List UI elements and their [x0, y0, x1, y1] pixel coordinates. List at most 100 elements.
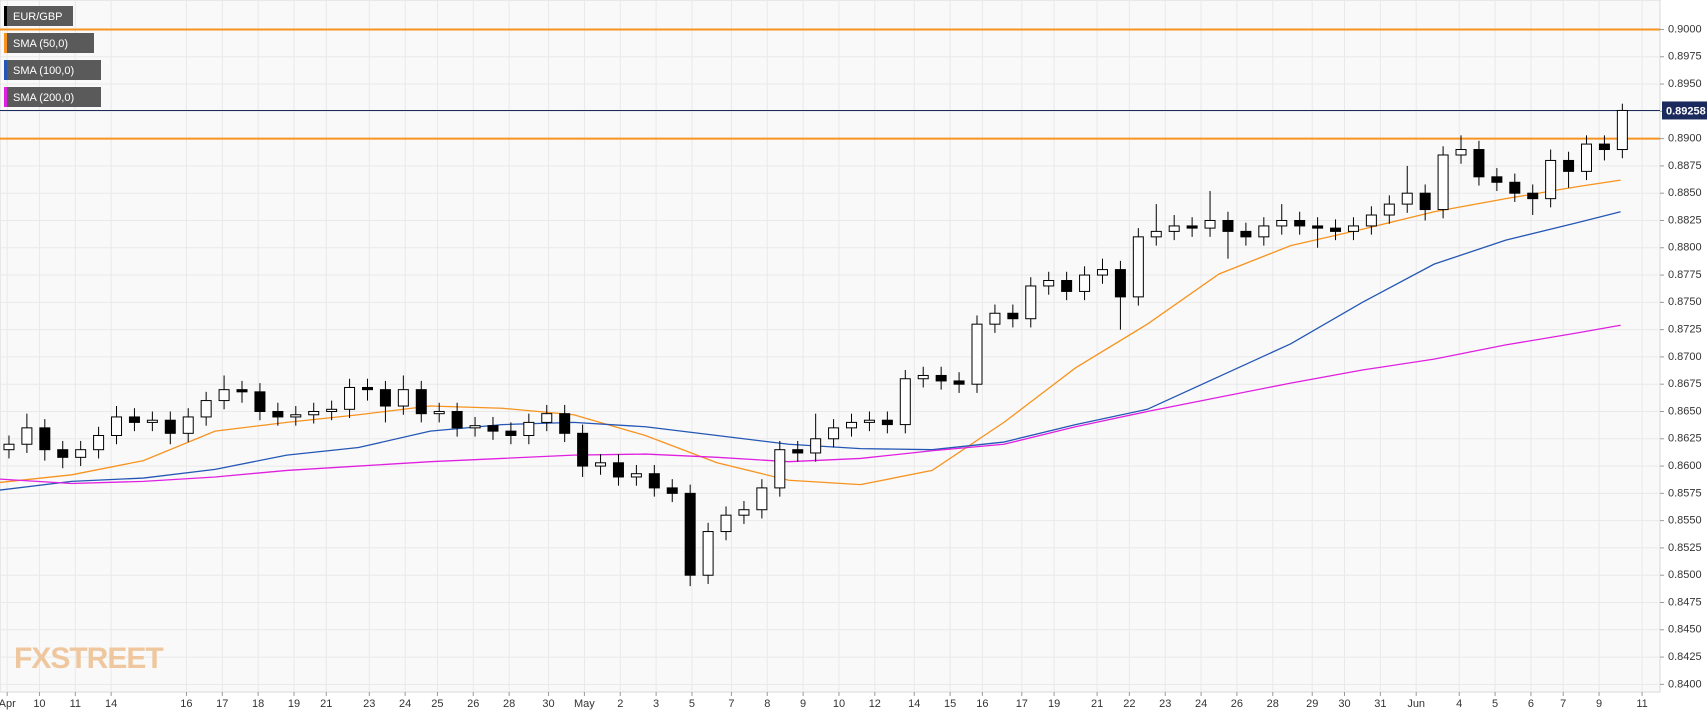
last-price-box	[1662, 101, 1707, 120]
x-tick-label: 28	[503, 698, 515, 710]
candle-body	[989, 312, 1001, 325]
candle-body	[1401, 192, 1413, 205]
candle-body	[128, 416, 140, 423]
candle-body	[1240, 230, 1252, 238]
candle-body	[218, 389, 230, 402]
candle-body	[1527, 192, 1539, 200]
x-tick-label: 21	[320, 698, 332, 710]
candle-body	[1419, 192, 1431, 211]
legend-swatch	[4, 6, 7, 26]
x-tick-label: 2	[617, 698, 623, 710]
candle-body	[505, 430, 517, 437]
legend-box	[4, 6, 73, 26]
candle-body	[1616, 109, 1628, 151]
candle-body	[487, 425, 499, 432]
candle-body	[774, 449, 786, 489]
candle-body	[379, 389, 391, 407]
candle-body	[1563, 159, 1575, 172]
y-tick-label: 0.8700	[1668, 351, 1702, 363]
candle-body	[344, 386, 356, 410]
last-price-label: 0.89258	[1666, 105, 1706, 117]
x-tick-label: 30	[1338, 698, 1350, 710]
x-tick-label: 24	[1195, 698, 1207, 710]
candle-body	[666, 487, 678, 494]
candle-body	[541, 413, 553, 423]
y-tick-label: 0.9000	[1668, 23, 1702, 35]
x-tick-label: 22	[1123, 698, 1135, 710]
candle-body	[792, 449, 804, 454]
legend-box	[4, 60, 101, 80]
candle-body	[1509, 181, 1521, 194]
legend-swatch	[4, 87, 7, 107]
y-tick-label: 0.8450	[1668, 624, 1702, 636]
legend-label: SMA (200,0)	[13, 92, 74, 104]
candle-body	[1061, 280, 1073, 292]
y-tick-label: 0.8425	[1668, 651, 1702, 663]
candle-body	[361, 386, 373, 391]
x-tick-label: 7	[1560, 698, 1566, 710]
x-tick-label: 26	[467, 698, 479, 710]
candle-body	[1312, 225, 1324, 229]
x-tick-label: 17	[216, 698, 228, 710]
candle-body	[326, 408, 338, 412]
candle-body	[254, 391, 266, 412]
x-tick-label: 19	[1048, 698, 1060, 710]
y-tick-label: 0.8875	[1668, 160, 1702, 172]
legend-swatch	[4, 33, 7, 53]
candle-body	[290, 414, 302, 418]
x-tick-label: 31	[1374, 698, 1386, 710]
x-tick-label: 17	[1016, 698, 1028, 710]
watermark: FXSTREET	[14, 642, 163, 675]
candle-body	[1347, 225, 1359, 232]
candle-body	[702, 531, 714, 576]
x-tick-label: 6	[1528, 698, 1534, 710]
candle-body	[881, 419, 893, 426]
candle-body	[57, 449, 69, 458]
candle-body	[1079, 274, 1091, 292]
legend-box	[4, 87, 101, 107]
x-tick-label: 8	[764, 698, 770, 710]
x-tick-label: 24	[399, 698, 411, 710]
candle-body	[1491, 176, 1503, 183]
x-tick-label: 18	[252, 698, 264, 710]
candle-body	[1132, 236, 1144, 298]
candle-body	[917, 374, 929, 380]
y-tick-label: 0.8650	[1668, 405, 1702, 417]
candle-body	[1473, 149, 1485, 178]
candle-body	[1330, 227, 1342, 232]
y-tick-label: 0.8525	[1668, 542, 1702, 554]
x-tick-label: 28	[1267, 698, 1279, 710]
x-tick-label: 23	[1159, 698, 1171, 710]
candle-body	[308, 410, 320, 416]
candle-body	[863, 419, 875, 423]
candle-body	[433, 410, 445, 415]
x-tick-label: 11	[70, 698, 81, 710]
candle-body	[1598, 143, 1610, 151]
y-tick-label: 0.8825	[1668, 214, 1702, 226]
candle-body	[146, 419, 158, 423]
candle-body	[899, 378, 911, 426]
candle-body	[272, 410, 284, 418]
candle-body	[415, 389, 427, 415]
x-tick-label: 10	[33, 698, 45, 710]
candle-body	[397, 389, 409, 407]
y-tick-label: 0.8750	[1668, 296, 1702, 308]
x-tick-label: 16	[180, 698, 192, 710]
candle-body	[1204, 219, 1216, 229]
y-tick-label: 0.8975	[1668, 51, 1702, 63]
x-tick-label: Jun	[1407, 698, 1425, 710]
candle-body	[1258, 225, 1270, 238]
x-tick-label: 21	[1091, 698, 1103, 710]
x-tick-label: 25	[431, 698, 443, 710]
legend-label: SMA (50,0)	[13, 38, 68, 50]
x-tick-label: Apr	[0, 698, 16, 710]
candle-body	[684, 492, 696, 576]
candle-body	[559, 413, 571, 434]
x-tick-label: 4	[1456, 698, 1462, 710]
sma-line	[0, 324, 1621, 485]
candle-body	[1007, 312, 1019, 320]
legend-swatch	[4, 60, 7, 80]
candle-body	[935, 374, 947, 382]
x-tick-label: 15	[944, 698, 956, 710]
